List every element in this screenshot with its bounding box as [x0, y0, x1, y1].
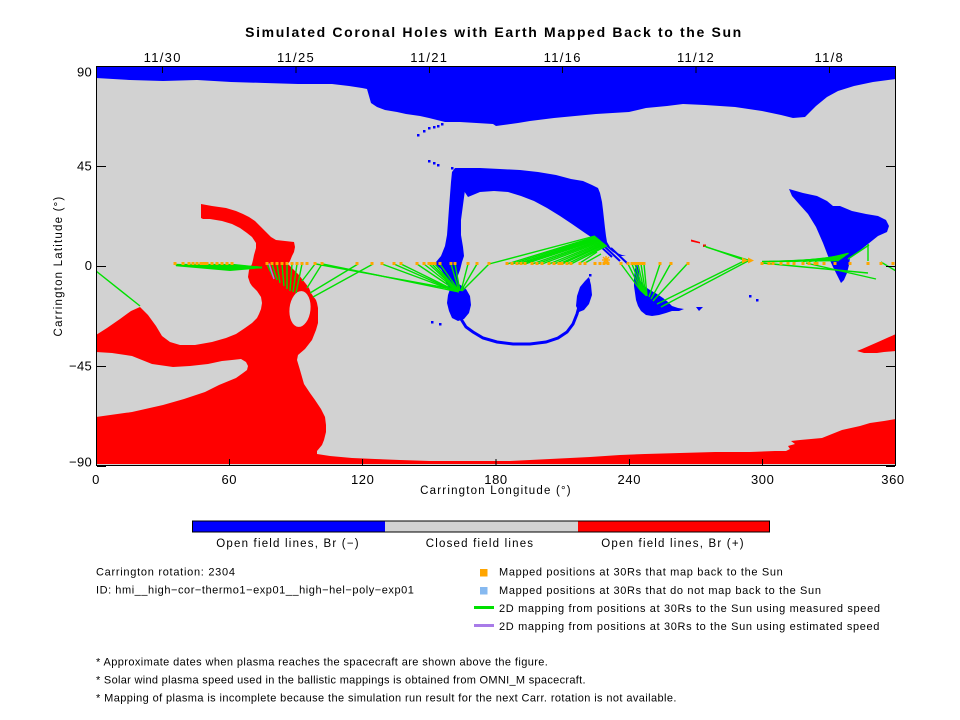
- svg-text:11/16: 11/16: [544, 50, 582, 65]
- svg-text:0: 0: [92, 472, 100, 487]
- svg-text:45: 45: [77, 159, 92, 174]
- svg-text:11/8: 11/8: [815, 50, 845, 65]
- svg-text:−90: −90: [69, 455, 92, 470]
- svg-text:0: 0: [85, 258, 92, 273]
- svg-text:120: 120: [351, 472, 375, 487]
- svg-text:2D mapping from positions at 3: 2D mapping from positions at 30Rs to the…: [499, 621, 880, 633]
- svg-text:60: 60: [221, 472, 237, 487]
- svg-text:180: 180: [484, 472, 508, 487]
- svg-text:11/12: 11/12: [677, 50, 715, 65]
- svg-text:Mapped positions at 30Rs that: Mapped positions at 30Rs that do not map…: [499, 585, 822, 597]
- svg-text:300: 300: [751, 472, 775, 487]
- svg-text:Closed field lines: Closed field lines: [426, 538, 535, 550]
- svg-text:Open field lines, Br (+): Open field lines, Br (+): [601, 538, 745, 550]
- svg-text:11/25: 11/25: [277, 50, 315, 65]
- svg-text:Carrington Latitude (°): Carrington Latitude (°): [53, 196, 65, 337]
- svg-text:* Mapping of plasma is incompl: * Mapping of plasma is incomplete becaus…: [96, 693, 677, 705]
- svg-text:−45: −45: [69, 359, 92, 374]
- svg-text:Carrington rotation: 2304: Carrington rotation: 2304: [96, 567, 236, 579]
- svg-text:Mapped positions at 30Rs that: Mapped positions at 30Rs that map back t…: [499, 567, 783, 579]
- svg-text:Open field lines, Br (−): Open field lines, Br (−): [216, 538, 360, 550]
- svg-text:11/30: 11/30: [144, 50, 182, 65]
- svg-text:* Solar wind plasma speed used: * Solar wind plasma speed used in the ba…: [96, 675, 586, 687]
- svg-text:* Approximate dates when plasm: * Approximate dates when plasma reaches …: [96, 657, 548, 669]
- svg-text:240: 240: [618, 472, 642, 487]
- svg-text:ID: hmi__high−cor−thermo1−exp0: ID: hmi__high−cor−thermo1−exp01__high−he…: [96, 585, 414, 597]
- svg-text:90: 90: [77, 65, 92, 80]
- svg-text:2D mapping from positions at 3: 2D mapping from positions at 30Rs to the…: [499, 603, 881, 615]
- svg-text:Carrington Longitude (°): Carrington Longitude (°): [420, 485, 572, 497]
- svg-text:360: 360: [881, 472, 905, 487]
- svg-text:Simulated Coronal Holes with E: Simulated Coronal Holes with Earth Mappe…: [245, 24, 743, 40]
- svg-text:11/21: 11/21: [410, 50, 448, 65]
